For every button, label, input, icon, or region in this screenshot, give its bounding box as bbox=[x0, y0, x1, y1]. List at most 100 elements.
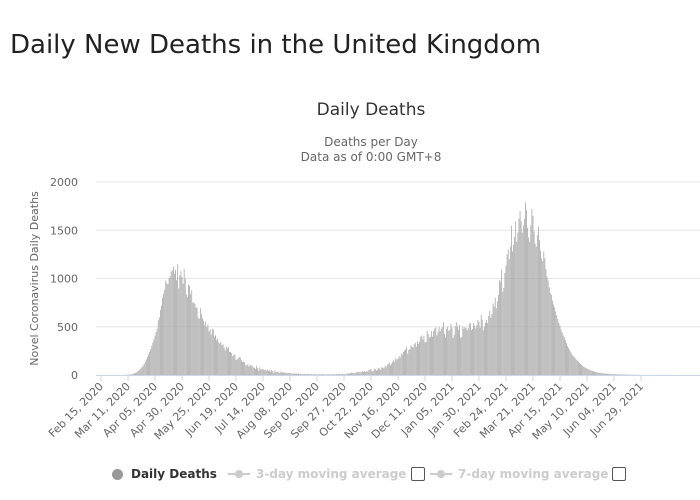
bar bbox=[378, 368, 379, 375]
bar bbox=[563, 337, 565, 375]
bar bbox=[198, 318, 200, 375]
bar bbox=[359, 372, 361, 375]
bar bbox=[305, 374, 307, 375]
bar bbox=[371, 371, 373, 375]
bar bbox=[393, 360, 395, 375]
bar bbox=[445, 337, 446, 375]
bar bbox=[528, 237, 530, 375]
bar bbox=[412, 347, 414, 375]
bar bbox=[503, 287, 505, 375]
bar bbox=[302, 374, 304, 375]
bar bbox=[138, 370, 140, 375]
bar bbox=[233, 355, 235, 375]
bar bbox=[496, 301, 498, 375]
bar bbox=[330, 374, 332, 375]
y-axis-label: Novel Coronavirus Daily Deaths bbox=[28, 191, 41, 366]
bar bbox=[341, 374, 343, 375]
bar bbox=[501, 269, 503, 375]
bar bbox=[581, 364, 582, 375]
bar bbox=[134, 373, 135, 375]
bar bbox=[421, 335, 423, 375]
bar bbox=[599, 372, 601, 375]
bar bbox=[620, 374, 621, 375]
legend-marker-daily bbox=[112, 468, 123, 480]
bar bbox=[455, 322, 457, 375]
bar bbox=[547, 280, 549, 375]
bar bbox=[391, 363, 392, 375]
bar bbox=[430, 336, 431, 375]
bar bbox=[504, 273, 506, 375]
bar bbox=[590, 370, 592, 375]
bar bbox=[168, 277, 170, 375]
bar bbox=[340, 374, 342, 375]
bar bbox=[401, 354, 403, 375]
bar bbox=[311, 374, 312, 375]
bar bbox=[453, 334, 455, 375]
bar bbox=[589, 370, 591, 375]
bar bbox=[574, 358, 576, 375]
bar bbox=[560, 329, 562, 375]
bar bbox=[403, 351, 404, 375]
bar bbox=[207, 324, 209, 375]
bar bbox=[398, 356, 400, 375]
bar bbox=[251, 366, 253, 375]
bar bbox=[428, 337, 430, 375]
bar bbox=[463, 328, 465, 375]
bar bbox=[444, 333, 445, 375]
bar bbox=[562, 335, 564, 375]
bar bbox=[152, 342, 154, 375]
bar bbox=[607, 373, 608, 375]
checkbox-3day-average[interactable] bbox=[411, 467, 425, 481]
bar bbox=[572, 355, 574, 375]
y-tick-label-1000: 1000 bbox=[50, 273, 78, 286]
bar bbox=[210, 334, 212, 375]
bar bbox=[282, 372, 283, 375]
bar bbox=[158, 317, 160, 375]
bar bbox=[271, 369, 273, 375]
bar bbox=[224, 350, 226, 375]
bar bbox=[338, 374, 339, 375]
bar bbox=[548, 287, 550, 375]
bar bbox=[602, 373, 604, 375]
bar bbox=[139, 369, 141, 375]
bar bbox=[203, 320, 204, 375]
bar bbox=[507, 249, 509, 375]
bar bbox=[276, 371, 278, 375]
bar bbox=[246, 365, 248, 375]
bar bbox=[446, 329, 447, 375]
bar bbox=[543, 251, 545, 375]
bar bbox=[549, 292, 551, 375]
bar bbox=[279, 371, 281, 375]
bar bbox=[163, 293, 165, 375]
bar bbox=[420, 336, 422, 375]
bar bbox=[535, 246, 537, 375]
bar bbox=[320, 374, 322, 375]
legend-item-daily-deaths[interactable]: Daily Deaths bbox=[112, 462, 217, 486]
bar bbox=[552, 300, 553, 375]
bar bbox=[351, 372, 352, 375]
bar bbox=[287, 373, 289, 375]
page-title: Daily New Deaths in the United Kingdom bbox=[10, 30, 542, 60]
bar bbox=[376, 370, 377, 375]
bar bbox=[373, 368, 375, 375]
bar bbox=[261, 369, 263, 375]
bar bbox=[614, 374, 616, 375]
bar bbox=[534, 243, 536, 375]
bar bbox=[613, 374, 615, 375]
bar bbox=[266, 369, 268, 375]
bar bbox=[454, 326, 456, 375]
bar bbox=[357, 371, 359, 375]
bar bbox=[422, 339, 424, 375]
checkbox-7day-average[interactable] bbox=[612, 467, 626, 481]
legend-item-3day-average[interactable]: 3-day moving average bbox=[228, 462, 406, 486]
legend-item-7day-average[interactable]: 7-day moving average bbox=[430, 462, 608, 486]
chart-title: Daily Deaths bbox=[316, 100, 426, 120]
bar bbox=[242, 362, 243, 375]
bar bbox=[141, 366, 143, 375]
bar bbox=[621, 374, 622, 375]
bar bbox=[202, 318, 203, 375]
bar bbox=[268, 370, 269, 375]
bar bbox=[544, 258, 546, 375]
bar bbox=[324, 374, 325, 375]
